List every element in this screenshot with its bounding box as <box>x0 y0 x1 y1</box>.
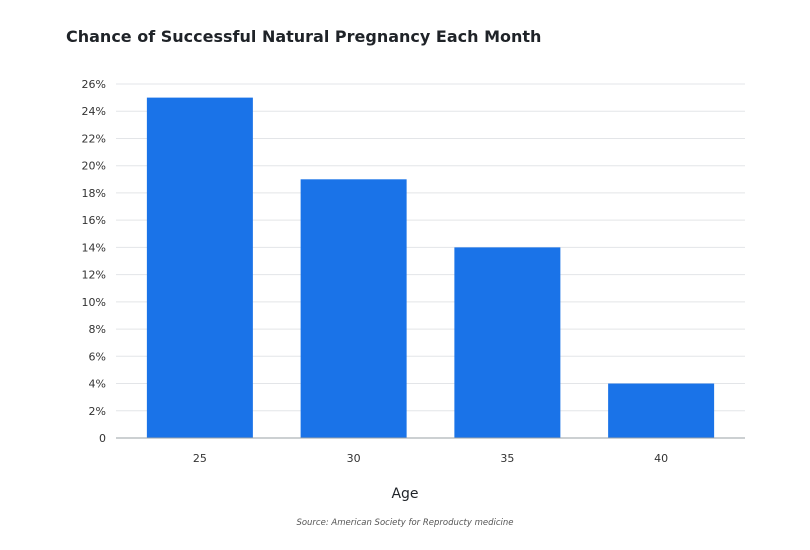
y-tick-label: 20% <box>82 160 106 173</box>
source-note: Source: American Society for Reproducty … <box>296 518 514 528</box>
x-axis-ticks: 25 30 35 40 <box>193 452 668 465</box>
y-tick-label: 4% <box>89 378 106 391</box>
y-tick-label: 16% <box>82 214 106 227</box>
bars <box>146 97 715 439</box>
bar-age-30 <box>300 179 407 439</box>
bar-age-40 <box>608 383 715 438</box>
y-axis-ticks: 0 2% 4% 6% 8% 10% 12% 14% 16% 18% 20% 22% 24% 26% <box>82 78 106 445</box>
y-tick-label: 10% <box>82 296 106 309</box>
y-tick-label: 0 <box>99 432 106 445</box>
x-tick-label: 25 <box>193 452 207 465</box>
y-tick-label: 26% <box>82 78 106 91</box>
y-tick-label: 8% <box>89 323 106 336</box>
y-tick-label: 12% <box>82 269 106 282</box>
bar-age-35 <box>454 247 561 438</box>
y-tick-label: 14% <box>82 241 106 254</box>
y-tick-label: 24% <box>82 105 106 118</box>
y-tick-label: 6% <box>89 350 106 363</box>
y-tick-label: 18% <box>82 187 106 200</box>
x-tick-label: 40 <box>654 452 668 465</box>
x-tick-label: 30 <box>347 452 361 465</box>
y-tick-label: 2% <box>89 405 106 418</box>
chart-title: Chance of Successful Natural Pregnancy E… <box>66 27 542 46</box>
y-tick-label: 22% <box>82 132 106 145</box>
x-tick-label: 35 <box>500 452 514 465</box>
x-axis-label: Age <box>391 486 418 502</box>
bar-age-25 <box>146 97 253 438</box>
